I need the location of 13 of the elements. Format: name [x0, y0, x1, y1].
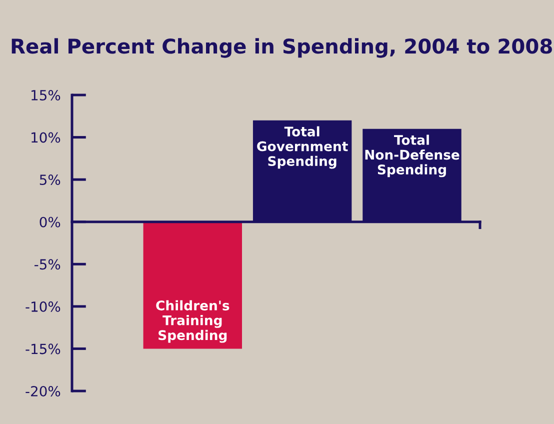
- y-tick-label: 0%: [40, 216, 60, 228]
- y-tick-label: -20%: [26, 386, 60, 396]
- y-tick-label: 15%: [32, 90, 60, 100]
- y-tick-label: 5%: [40, 174, 60, 186]
- y-tick-label: -5%: [34, 259, 60, 270]
- x-tick-label: Total Government Spending: [257, 126, 348, 169]
- chart-title: Real Percent Change in Spending, 2004 to 2008: [12, 38, 552, 58]
- x-tick-label: Children's Training Spending: [156, 300, 230, 343]
- x-tick-label: Total Non-Defense Spending: [365, 134, 460, 178]
- y-tick-label: 10%: [32, 132, 60, 143]
- y-tick-label: -15%: [26, 344, 60, 354]
- bar: [143, 222, 242, 349]
- y-tick-label: -10%: [26, 301, 60, 312]
